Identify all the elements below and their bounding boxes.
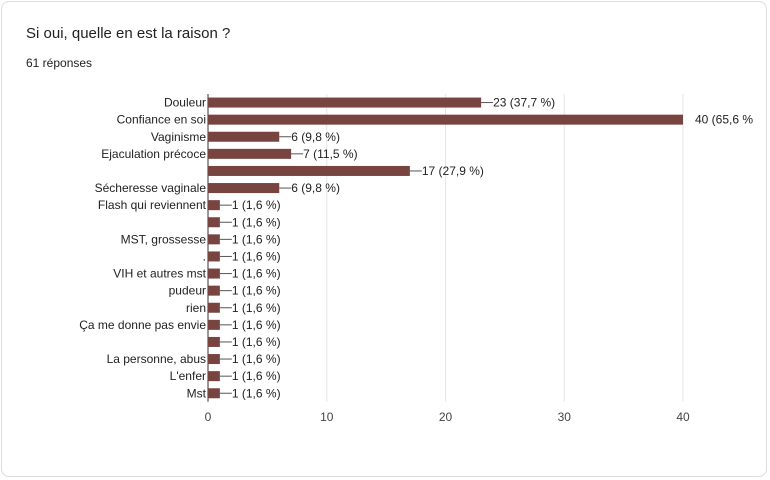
category-label: Flash qui reviennent bbox=[98, 198, 207, 212]
bar bbox=[208, 165, 410, 176]
category-label: Ça me donne pas envie bbox=[79, 318, 206, 332]
data-label: 1 (1,6 %) bbox=[232, 386, 281, 400]
data-label: 1 (1,6 %) bbox=[232, 369, 281, 383]
data-label: 1 (1,6 %) bbox=[232, 232, 281, 246]
category-label: Vaginisme bbox=[151, 130, 206, 144]
bar bbox=[208, 217, 220, 228]
x-tick-label: 30 bbox=[558, 410, 572, 424]
bar bbox=[208, 97, 482, 108]
data-label: 1 (1,6 %) bbox=[232, 335, 281, 349]
data-label: 1 (1,6 %) bbox=[232, 284, 281, 298]
bar bbox=[208, 200, 220, 211]
data-label: 1 (1,6 %) bbox=[232, 198, 281, 212]
bar bbox=[208, 285, 220, 296]
data-label: 1 (1,6 %) bbox=[232, 318, 281, 332]
data-label: 1 (1,6 %) bbox=[232, 352, 281, 366]
bar bbox=[208, 371, 220, 382]
category-label: MST, grossesse bbox=[121, 232, 207, 246]
data-label: 17 (27,9 %) bbox=[422, 164, 484, 178]
x-tick-label: 20 bbox=[439, 410, 453, 424]
category-label: VIH et autres mst bbox=[113, 267, 206, 281]
bar bbox=[208, 302, 220, 313]
bar bbox=[208, 131, 280, 142]
question-title: Si oui, quelle en est la raison ? bbox=[26, 25, 231, 42]
data-label: 23 (37,7 %) bbox=[493, 96, 555, 110]
category-label: . bbox=[203, 249, 206, 263]
x-tick-label: 40 bbox=[676, 410, 690, 424]
bar bbox=[208, 251, 220, 262]
bar bbox=[208, 388, 220, 399]
category-label: rien bbox=[186, 301, 206, 315]
bar bbox=[208, 183, 280, 194]
data-label: 1 (1,6 %) bbox=[232, 301, 281, 315]
data-label: 6 (9,8 %) bbox=[291, 181, 340, 195]
category-label: Mst bbox=[187, 386, 207, 400]
category-label: La personne, abus bbox=[107, 352, 206, 366]
bar bbox=[208, 114, 683, 125]
data-label: 40 (65,6 % bbox=[695, 113, 753, 127]
data-label: 7 (11,5 %) bbox=[303, 147, 357, 161]
bar bbox=[208, 234, 220, 245]
data-label: 1 (1,6 %) bbox=[232, 215, 281, 229]
bar bbox=[208, 148, 292, 159]
category-label: Ejaculation précoce bbox=[101, 147, 206, 161]
response-count: 61 réponses bbox=[26, 56, 93, 70]
x-tick-label: 0 bbox=[205, 410, 212, 424]
data-label: 1 (1,6 %) bbox=[232, 267, 281, 281]
category-label: Douleur bbox=[164, 96, 206, 110]
bar bbox=[208, 336, 220, 347]
category-label: Confiance en soi bbox=[117, 113, 206, 127]
x-tick-label: 10 bbox=[320, 410, 334, 424]
bar bbox=[208, 268, 220, 279]
data-label: 1 (1,6 %) bbox=[232, 249, 281, 263]
category-label: L'enfer bbox=[170, 369, 206, 383]
category-label: pudeur bbox=[169, 284, 206, 298]
bar bbox=[208, 354, 220, 365]
bar bbox=[208, 319, 220, 330]
data-label: 6 (9,8 %) bbox=[291, 130, 340, 144]
category-label: Sécheresse vaginale bbox=[95, 181, 207, 195]
